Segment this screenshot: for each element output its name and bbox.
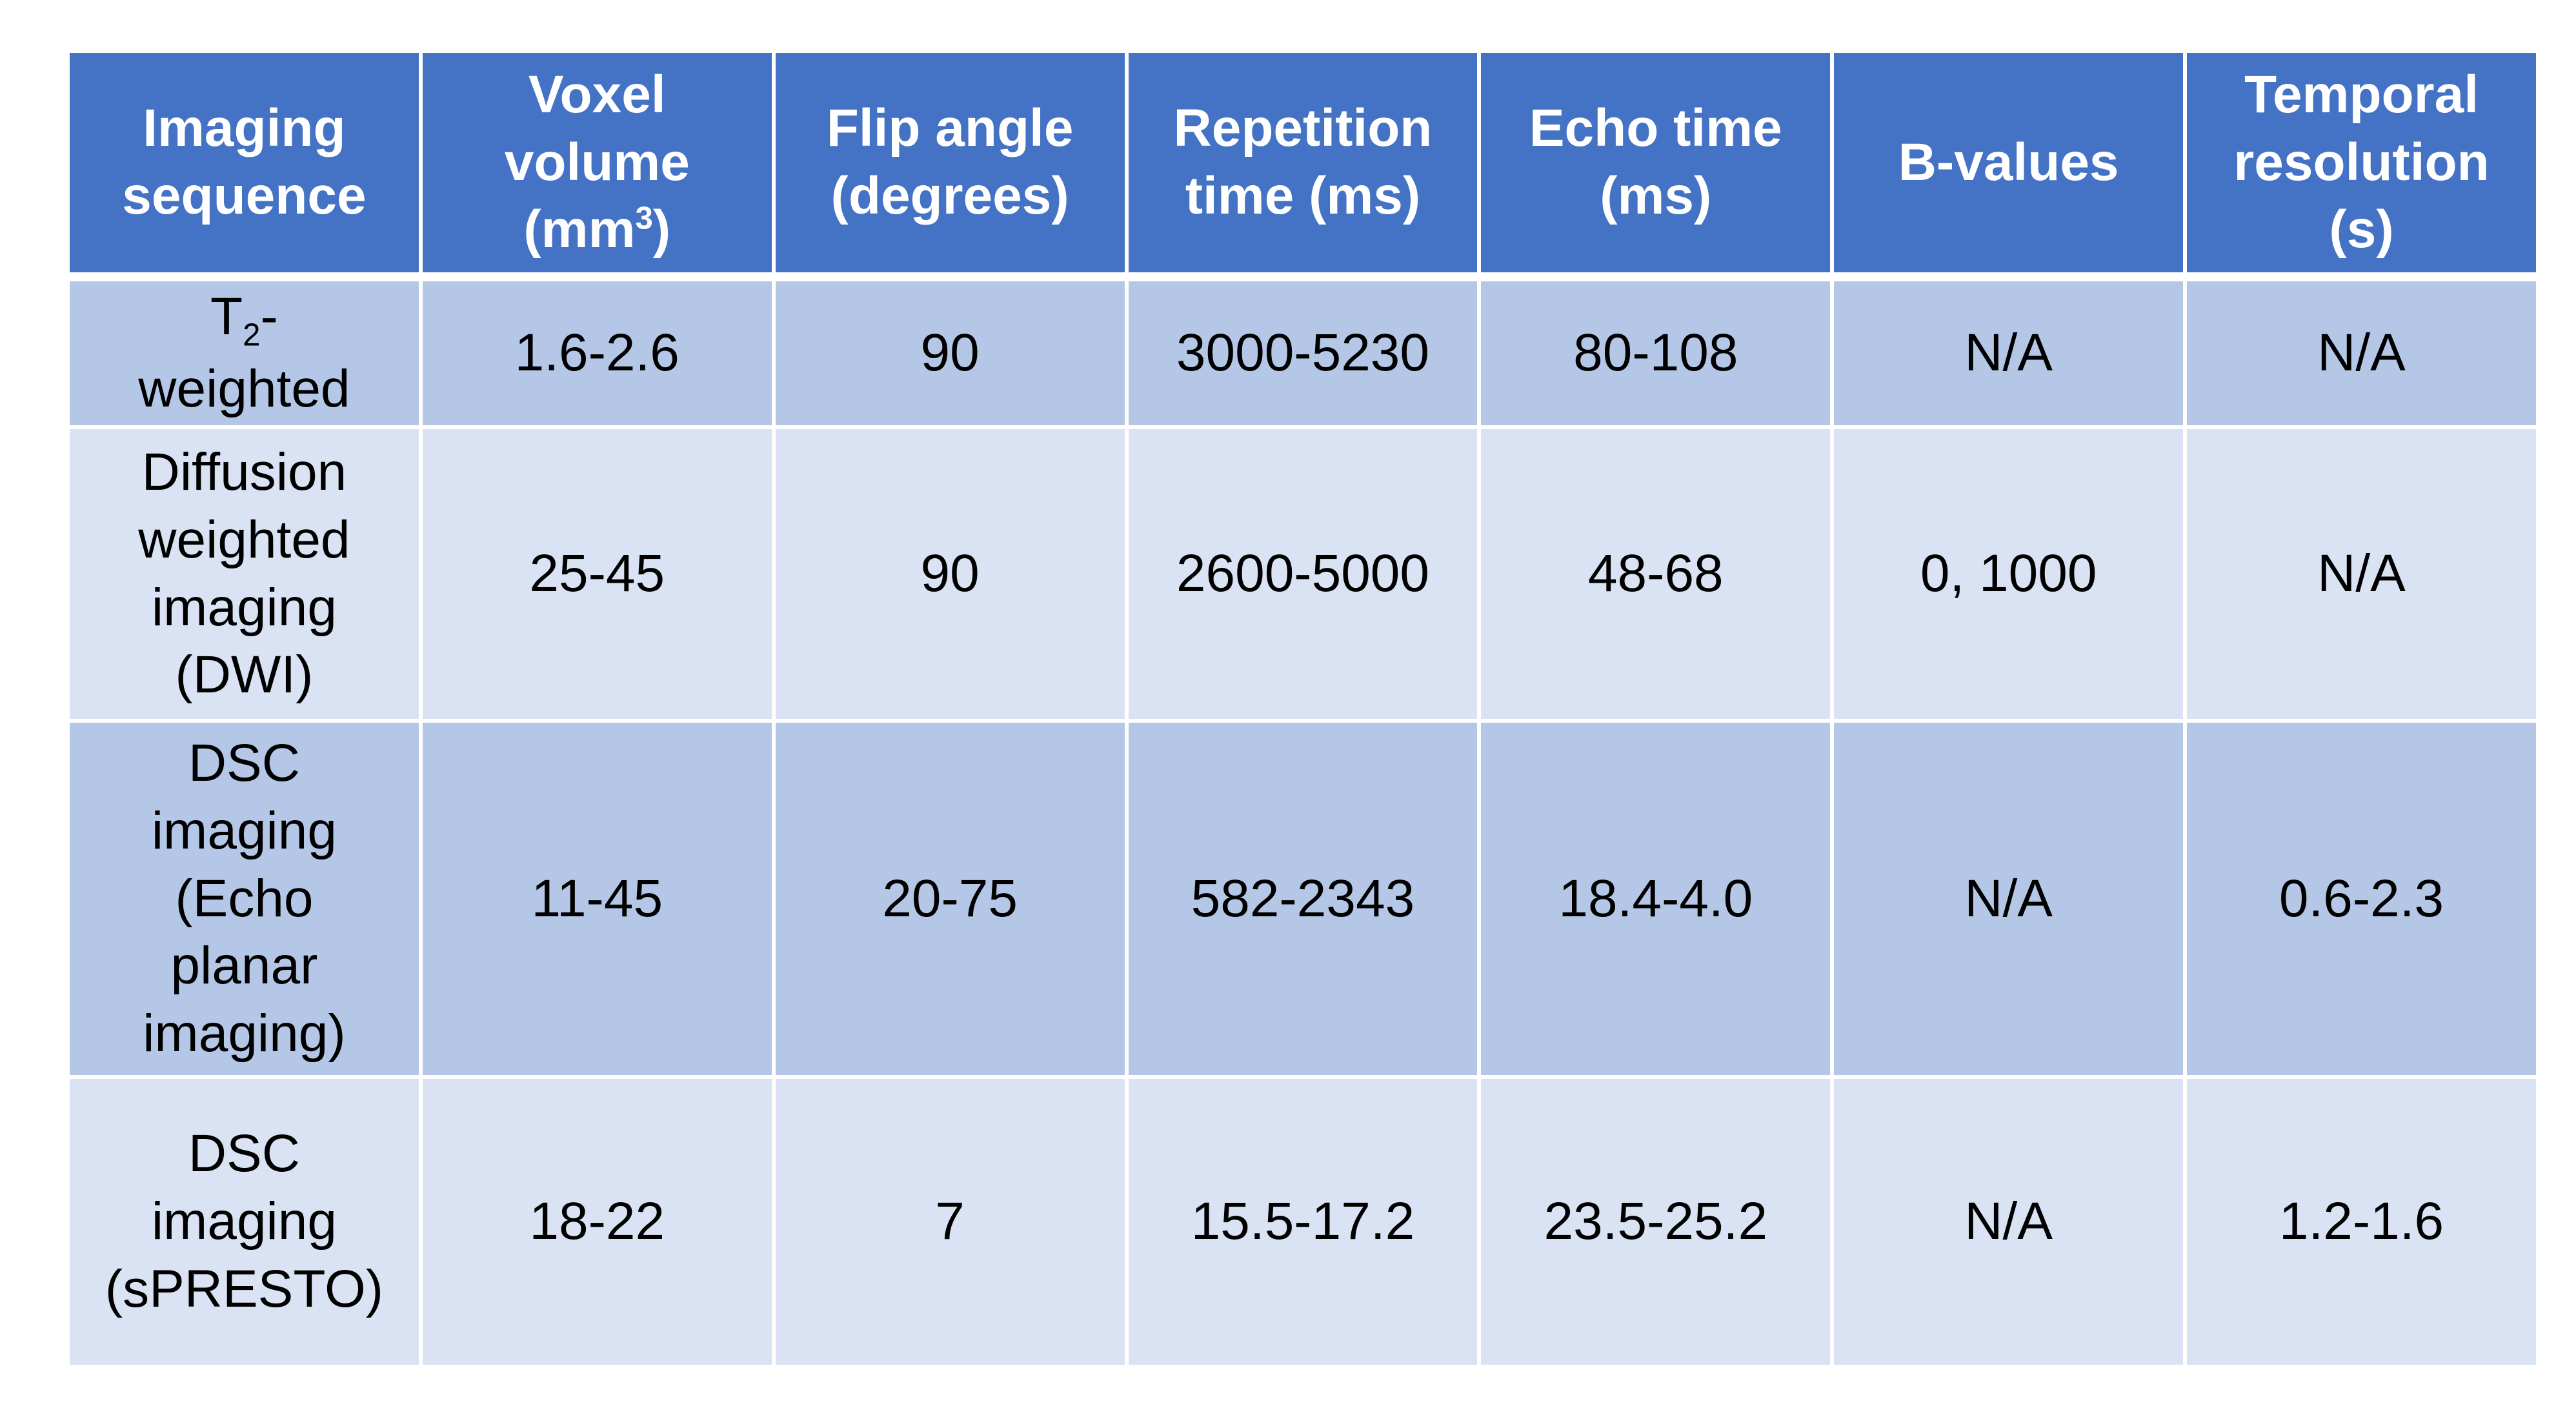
table-cell: 18-22 <box>418 1075 776 1369</box>
cell-text: T <box>210 287 243 346</box>
table-row: T2-weighted 1.6-2.6 90 3000-5230 80-108 N/A N/… <box>66 275 2540 429</box>
cell-text: Diffusion weighted imaging (DWI) <box>138 442 350 705</box>
cell-text: 0, 1000 <box>1920 544 2097 603</box>
header-cell: Repetition time (ms) <box>1124 53 1482 281</box>
cell-text: B-values <box>1898 132 2119 192</box>
table-cell: 18.4-4.0 <box>1477 719 1835 1079</box>
table-cell: 2600-5000 <box>1124 425 1482 723</box>
table-cell: N/A <box>2183 275 2540 429</box>
cell-text: Temporal resolution (s) <box>2233 65 2490 259</box>
cell-text: Diffusion weighted imaging (DWI) <box>138 439 350 710</box>
cell-text: DSC imaging (sPRESTO) <box>105 1120 383 1323</box>
cell-text: T2-weighted <box>138 283 350 423</box>
cell-text: 3000-5230 <box>1176 323 1430 383</box>
table-cell: DSC imaging (sPRESTO) <box>66 1075 423 1369</box>
cell-text: 48-68 <box>1587 544 1724 603</box>
header-cell: Imaging sequence <box>66 53 423 281</box>
cell-text: Repetition time (ms) <box>1173 99 1433 225</box>
table-cell: N/A <box>1830 275 2188 429</box>
cell-text: DSC imaging (Echo planar imaging) <box>143 733 346 1063</box>
table-cell: DSC imaging (Echo planar imaging) <box>66 719 423 1079</box>
cell-text: 90 <box>920 323 980 383</box>
header-cell: Temporal resolution (s) <box>2183 53 2540 281</box>
cell-text: 23.5-25.2 <box>1544 1192 1768 1251</box>
cell-text: 15.5-17.2 <box>1191 1192 1415 1251</box>
cell-text: N/A <box>1964 323 2053 383</box>
header-row: Imaging sequence Voxel volume (mm3) Flip a… <box>66 53 2540 281</box>
table-row: DSC imaging (Echo planar imaging) 11-45 20… <box>66 719 2540 1079</box>
cell-text: N/A <box>2317 323 2406 383</box>
table-cell: N/A <box>2183 425 2540 723</box>
table-row: DSC imaging (sPRESTO) 18-22 7 15.5-17.2 23.5… <box>66 1075 2540 1369</box>
cell-text: 80-108 <box>1573 323 1738 383</box>
superscript: 3 <box>635 201 653 237</box>
table-cell: 25-45 <box>418 425 776 723</box>
cell-text: Flip angle (degrees) <box>826 99 1074 225</box>
cell-text: 1.6-2.6 <box>514 323 679 383</box>
cell-text: N/A <box>2317 544 2406 603</box>
cell-text: N/A <box>1964 1192 2053 1251</box>
header-cell: Echo time (ms) <box>1477 53 1835 281</box>
table-cell: 48-68 <box>1477 425 1835 723</box>
table-cell: 582-2343 <box>1124 719 1482 1079</box>
cell-text: -weighted <box>138 287 350 419</box>
table-cell: 23.5-25.2 <box>1477 1075 1835 1369</box>
table-cell: Diffusion weighted imaging (DWI) <box>66 425 423 723</box>
cell-text: 1.2-1.6 <box>2279 1192 2444 1251</box>
cell-text: Imaging sequence <box>122 99 367 225</box>
table-cell: 7 <box>771 1075 1129 1369</box>
table-cell: 0.6-2.3 <box>2183 719 2540 1079</box>
table-cell: 1.6-2.6 <box>418 275 776 429</box>
table-cell: 90 <box>771 275 1129 429</box>
cell-text: N/A <box>1964 869 2053 928</box>
parameter-table: Imaging sequence Voxel volume (mm3) Flip a… <box>66 53 2540 1369</box>
cell-text: 11-45 <box>531 869 663 928</box>
cell-text: Voxel volume (mm <box>504 65 690 259</box>
cell-text: 20-75 <box>882 869 1018 928</box>
table-cell: N/A <box>1830 1075 2188 1369</box>
cell-text: ) <box>652 200 671 259</box>
table-cell: 3000-5230 <box>1124 275 1482 429</box>
cell-text: 25-45 <box>529 544 665 603</box>
cell-text: DSC imaging (Echo planar imaging) <box>143 730 345 1069</box>
header-cell: Flip angle (degrees) <box>771 53 1129 281</box>
cell-text: 90 <box>920 544 980 603</box>
cell-text: 18-22 <box>529 1192 665 1251</box>
table-cell: 90 <box>771 425 1129 723</box>
table-row: Diffusion weighted imaging (DWI) 25-45 90 2… <box>66 425 2540 723</box>
table-body: T2-weighted 1.6-2.6 90 3000-5230 80-108 N/A N/… <box>66 275 2540 1369</box>
cell-text: 0.6-2.3 <box>2279 869 2444 928</box>
table-cell: 80-108 <box>1477 275 1835 429</box>
table-cell: 0, 1000 <box>1830 425 2188 723</box>
cell-text: 582-2343 <box>1191 869 1415 928</box>
table-cell: 20-75 <box>771 719 1129 1079</box>
table-cell: T2-weighted <box>66 275 423 429</box>
header-cell: B-values <box>1830 53 2188 281</box>
table-cell: 1.2-1.6 <box>2183 1075 2540 1369</box>
table-cell: 15.5-17.2 <box>1124 1075 1482 1369</box>
cell-text: 2600-5000 <box>1176 544 1430 603</box>
cell-text: 18.4-4.0 <box>1558 869 1753 928</box>
cell-text: DSC imaging (sPRESTO) <box>105 1124 384 1318</box>
subscript: 2 <box>243 317 261 353</box>
table-cell: 11-45 <box>418 719 776 1079</box>
cell-text: Echo time (ms) <box>1529 99 1782 225</box>
header-cell: Voxel volume (mm3) <box>418 53 776 281</box>
table-cell: N/A <box>1830 719 2188 1079</box>
cell-text: 7 <box>935 1192 965 1251</box>
